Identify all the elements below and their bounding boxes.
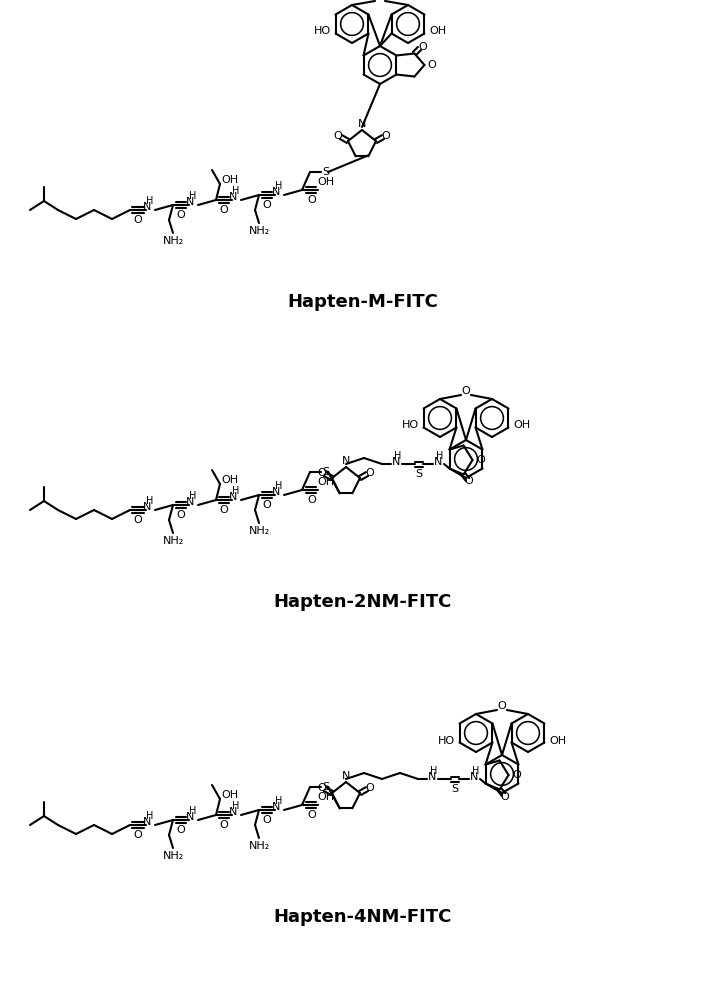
Text: OH: OH [222,175,238,185]
Text: H: H [436,451,443,461]
Text: N: N [342,456,350,466]
Text: S: S [415,469,422,479]
Text: H: H [276,481,283,491]
Text: O: O [318,468,326,478]
Text: OH: OH [318,177,334,187]
Text: S: S [323,782,329,792]
Text: O: O [177,825,185,835]
Text: O: O [476,455,485,465]
Text: OH: OH [222,790,238,800]
Text: Hapten-2NM-FITC: Hapten-2NM-FITC [274,593,452,611]
Text: O: O [134,830,142,840]
Text: NH₂: NH₂ [162,536,184,546]
Text: N: N [186,197,194,207]
Text: NH₂: NH₂ [249,526,270,536]
Text: O: O [308,195,316,205]
Text: H: H [189,191,197,201]
Text: NH₂: NH₂ [162,236,184,246]
Text: N: N [186,497,194,507]
Text: NH₂: NH₂ [162,851,184,861]
Text: H: H [394,451,402,461]
Text: H: H [233,486,240,496]
Text: O: O [134,515,142,525]
Text: O: O [497,701,507,711]
Text: N: N [272,802,280,812]
Text: O: O [418,42,427,52]
Text: S: S [323,467,329,477]
Text: O: O [462,386,470,396]
Text: O: O [308,495,316,505]
Text: N: N [342,771,350,781]
Text: NH₂: NH₂ [249,226,270,236]
Text: HO: HO [401,420,419,430]
Text: O: O [500,792,509,802]
Text: N: N [272,487,280,497]
Text: O: O [366,783,374,793]
Text: N: N [427,772,436,782]
Text: O: O [376,0,385,2]
Text: N: N [434,457,442,467]
Text: N: N [470,772,478,782]
Text: NH₂: NH₂ [249,841,270,851]
Text: N: N [392,457,400,467]
Text: S: S [323,167,329,177]
Text: N: N [142,817,151,827]
Text: O: O [220,505,228,515]
Text: O: O [262,500,271,510]
Text: HO: HO [438,736,454,746]
Text: N: N [229,492,237,502]
Text: Hapten-M-FITC: Hapten-M-FITC [288,293,438,311]
Text: O: O [512,770,521,780]
Text: O: O [220,820,228,830]
Text: H: H [276,796,283,806]
Text: N: N [229,807,237,817]
Text: H: H [430,766,438,776]
Text: O: O [177,210,185,220]
Text: H: H [233,801,240,811]
Text: OH: OH [222,475,238,485]
Text: H: H [189,491,197,501]
Text: O: O [262,200,271,210]
Text: O: O [366,468,374,478]
Text: O: O [308,810,316,820]
Text: OH: OH [318,477,334,487]
Text: H: H [189,806,197,816]
Text: H: H [473,766,480,776]
Text: H: H [233,186,240,196]
Text: O: O [177,510,185,520]
Text: N: N [272,187,280,197]
Text: H: H [146,196,153,206]
Text: O: O [220,205,228,215]
Text: N: N [229,192,237,202]
Text: H: H [146,811,153,821]
Text: Hapten-4NM-FITC: Hapten-4NM-FITC [274,908,452,926]
Text: O: O [427,60,435,70]
Text: N: N [186,812,194,822]
Text: O: O [262,815,271,825]
Text: N: N [142,202,151,212]
Text: O: O [318,783,326,793]
Text: N: N [358,119,366,129]
Text: O: O [134,215,142,225]
Text: OH: OH [550,736,566,746]
Text: H: H [276,181,283,191]
Text: OH: OH [430,26,446,36]
Text: OH: OH [513,420,531,430]
Text: O: O [334,131,342,141]
Text: OH: OH [318,792,334,802]
Text: N: N [142,502,151,512]
Text: HO: HO [313,26,331,36]
Text: S: S [451,784,459,794]
Text: O: O [382,131,390,141]
Text: O: O [464,477,473,487]
Text: H: H [146,496,153,506]
